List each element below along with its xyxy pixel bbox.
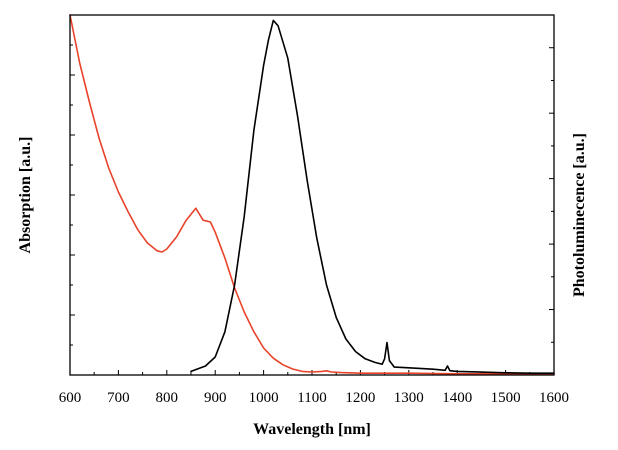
x-tick-label: 700 <box>107 390 130 406</box>
series-layer <box>69 14 555 375</box>
right-axis-title: Photoluminecence [a.u.] <box>571 133 588 297</box>
x-axis-title: Wavelength [nm] <box>253 421 371 438</box>
x-tick-label: 800 <box>156 390 179 406</box>
x-tick-label: 600 <box>59 390 82 406</box>
x-tick-label: 1500 <box>491 390 521 406</box>
x-tick-label: 1200 <box>345 390 375 406</box>
right-axis-ticks <box>549 14 554 376</box>
x-tick-label: 900 <box>204 390 227 406</box>
left-axis-ticks <box>70 14 75 376</box>
left-axis-title: Absorption [a.u.] <box>17 137 34 254</box>
x-tick-label: 1000 <box>249 390 279 406</box>
photoluminescence-series-line <box>190 19 555 374</box>
x-tick-label: 1600 <box>539 390 569 406</box>
x-tick-label: 1300 <box>394 390 424 406</box>
x-tick-label: 1100 <box>297 390 326 406</box>
plot-frame <box>69 14 555 376</box>
x-tick-label: 1400 <box>442 390 472 406</box>
x-tick-labels: 600 700 800 900 1000 1100 1200 1300 1400 1500 1600 <box>59 390 569 406</box>
absorption-series-line <box>69 14 555 375</box>
